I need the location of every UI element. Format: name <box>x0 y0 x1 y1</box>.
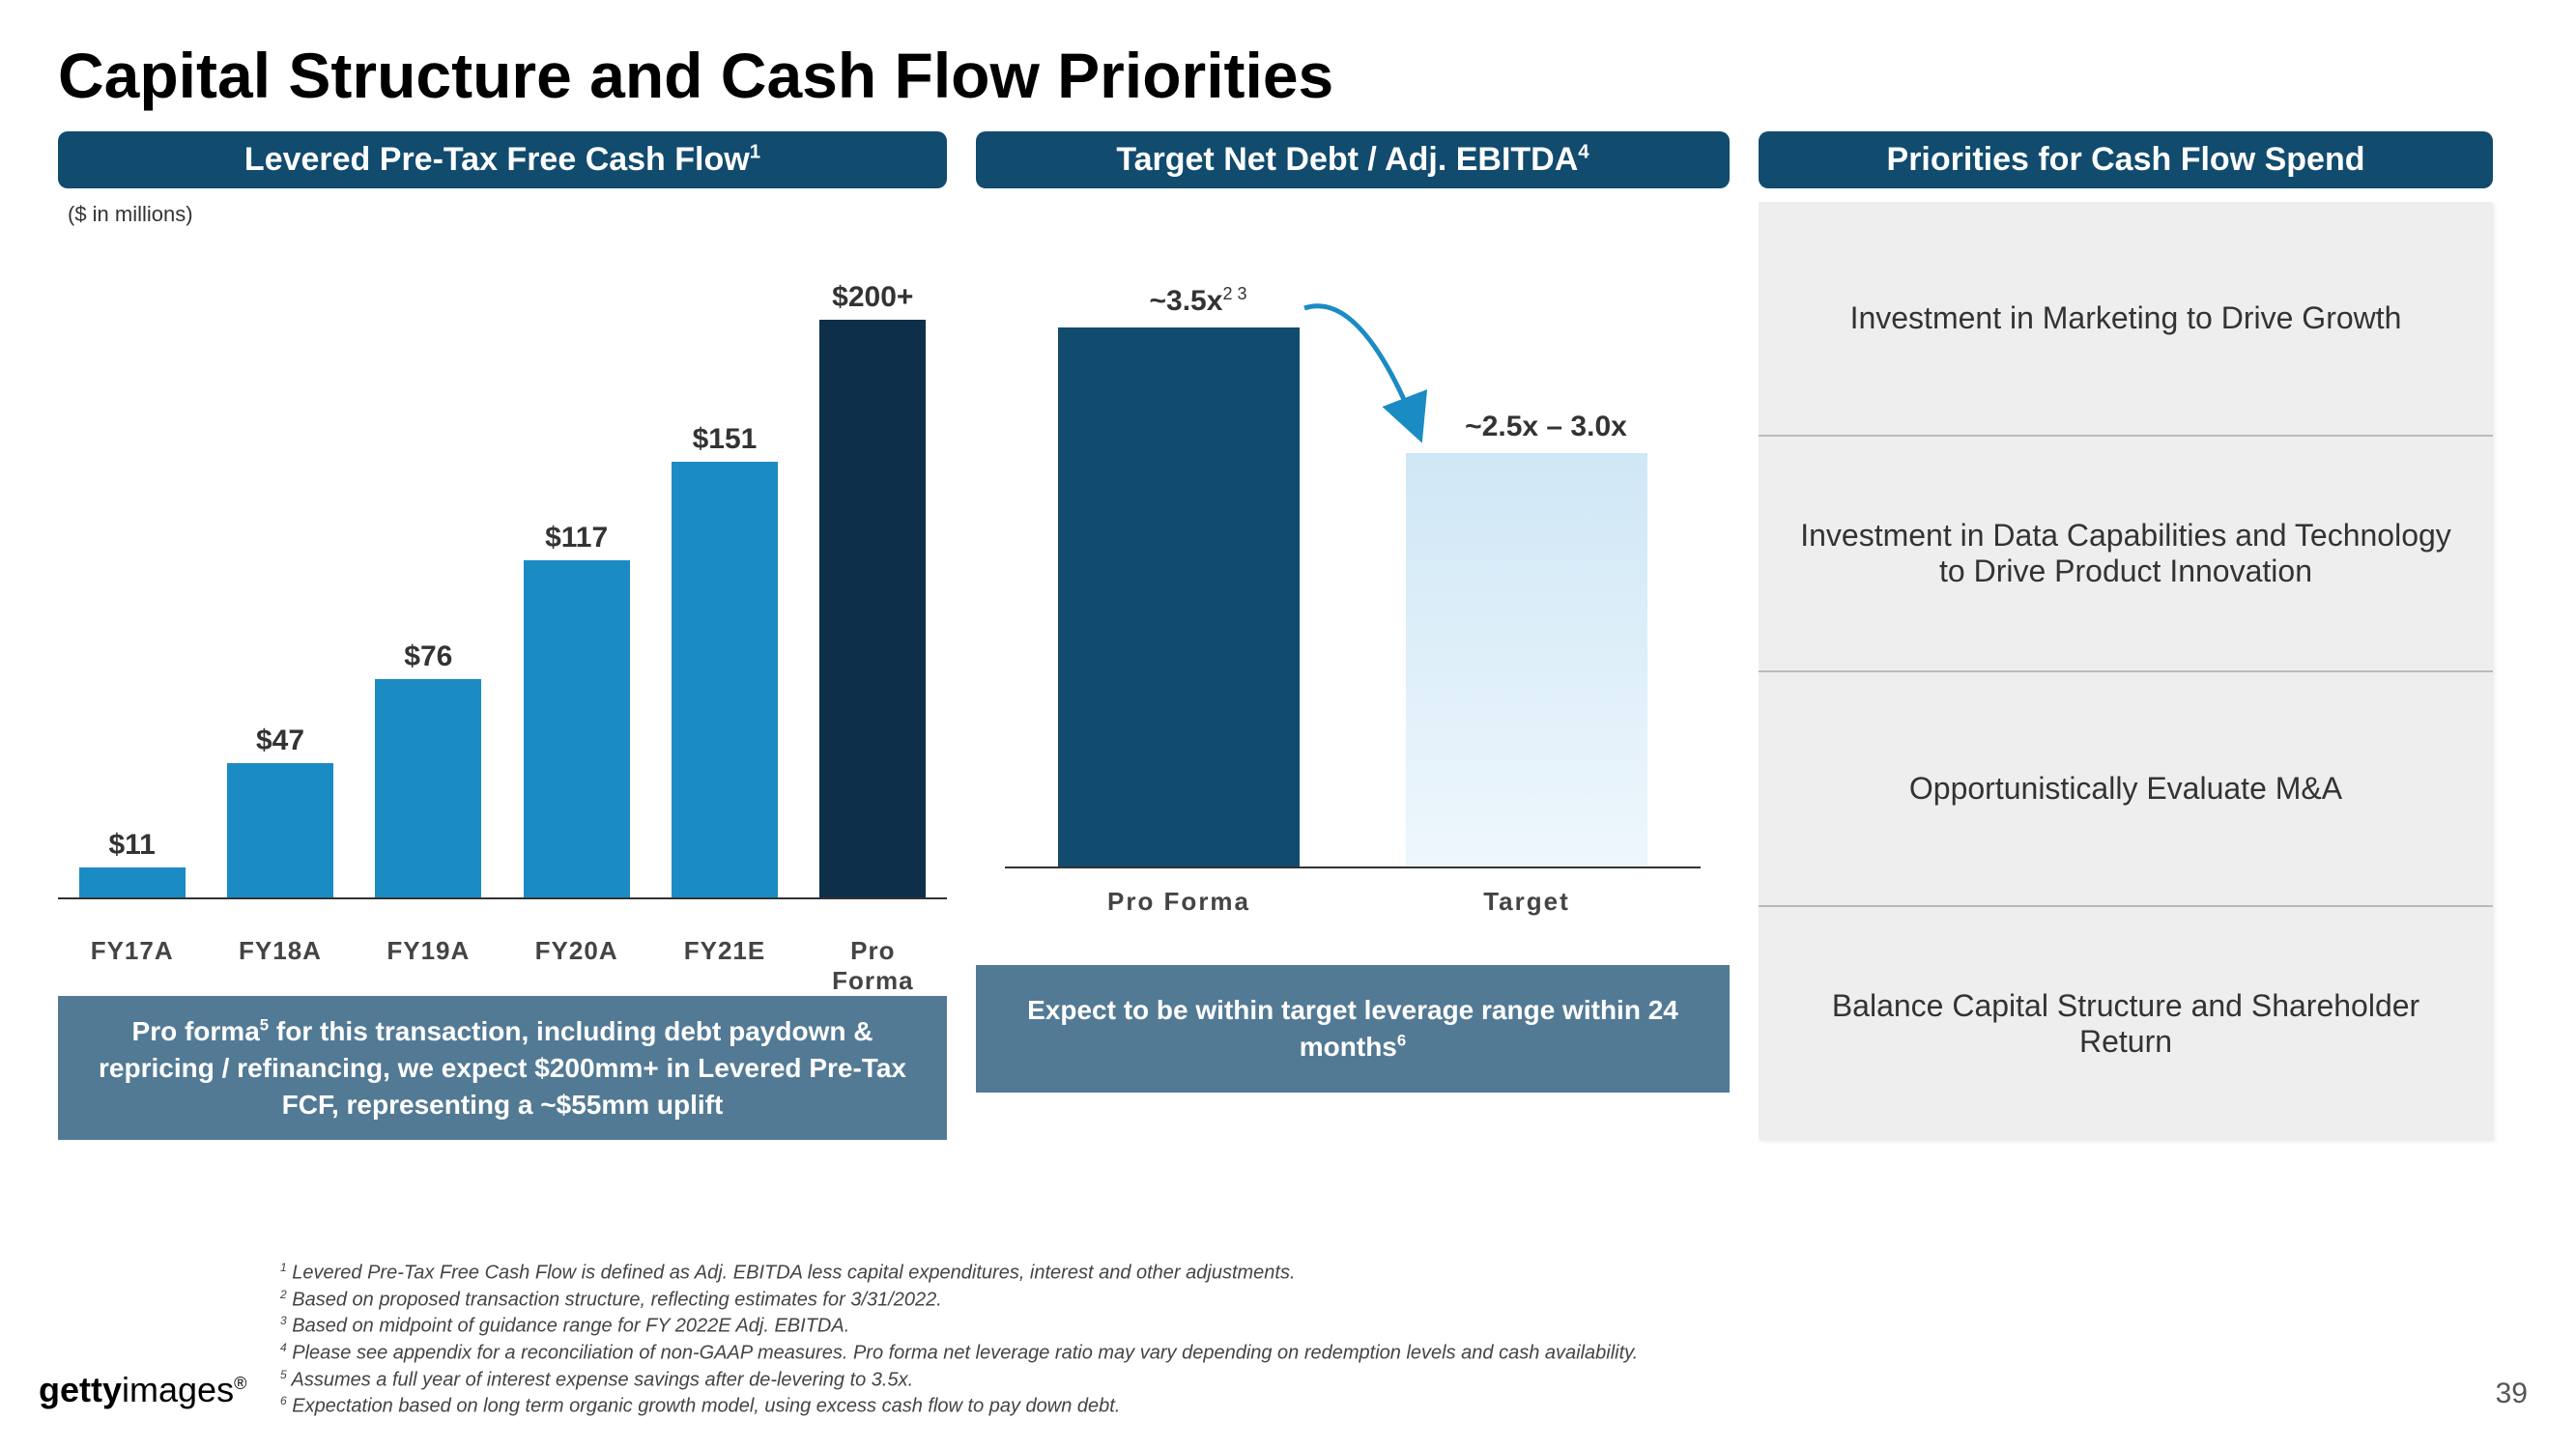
bar-wrap: $151 <box>662 423 787 899</box>
bar-xlabel: FY20A <box>514 936 640 996</box>
bar-wrap: $11 <box>70 829 195 899</box>
bar-rect <box>524 560 630 899</box>
logo-light: images <box>122 1370 234 1409</box>
footnotes: 1 Levered Pre-Tax Free Cash Flow is defi… <box>280 1260 2116 1420</box>
left-baseline <box>58 897 947 899</box>
mid-bar-value-label: ~3.5x2 3 <box>1092 284 1304 318</box>
mid-header-text: Target Net Debt / Adj. EBITDA <box>1116 141 1578 178</box>
col-mid: Target Net Debt / Adj. EBITDA4 Pro Forma… <box>976 131 1730 1140</box>
left-header-sup: 1 <box>750 142 760 163</box>
logo-bold: getty <box>39 1370 122 1409</box>
priorities-list: Investment in Marketing to Drive GrowthI… <box>1759 202 2493 1140</box>
left-header-text: Levered Pre-Tax Free Cash Flow <box>244 141 750 178</box>
mid-xlabels: Pro Forma Target <box>1005 887 1701 917</box>
left-callout: Pro forma5 for this transaction, includi… <box>58 996 947 1140</box>
left-bars: $11 $47 $76 $117 $151 $200+ <box>58 271 947 899</box>
bar-wrap: $117 <box>514 522 640 899</box>
bar-xlabel: FY19A <box>365 936 491 996</box>
priority-item: Investment in Data Capabilities and Tech… <box>1759 437 2493 671</box>
bar-xlabel: FY18A <box>217 936 343 996</box>
bar-rect <box>227 763 333 899</box>
bar-value-label: $117 <box>545 522 608 554</box>
mid-bar-value-label: ~2.5x – 3.0x <box>1440 411 1652 443</box>
bar-xlabel: FY17A <box>70 936 195 996</box>
mid-bar-xlabel: Target <box>1406 887 1647 917</box>
priority-item: Balance Capital Structure and Shareholde… <box>1759 907 2493 1140</box>
footnote-line: 3 Based on midpoint of guidance range fo… <box>280 1313 2116 1340</box>
trend-arrow-icon <box>976 202 1730 965</box>
col-left: Levered Pre-Tax Free Cash Flow1 ($ in mi… <box>58 131 947 1140</box>
mid-bar-chart: Pro Forma Target ~3.5x2 3 ~2.5x – 3.0x <box>976 202 1730 965</box>
footnote-line: 1 Levered Pre-Tax Free Cash Flow is defi… <box>280 1260 2116 1287</box>
bar-rect <box>819 320 926 899</box>
left-unit-note: ($ in millions) <box>68 202 947 227</box>
slide: Capital Structure and Cash Flow Prioriti… <box>0 0 2576 1449</box>
bar-wrap: $47 <box>217 724 343 899</box>
bar-value-label: $76 <box>404 640 452 673</box>
priority-item: Opportunistically Evaluate M&A <box>1759 672 2493 907</box>
bar-rect <box>79 867 186 899</box>
left-xlabels: FY17A FY18A FY19A FY20A FY21E ProForma <box>58 936 947 996</box>
left-header-pill: Levered Pre-Tax Free Cash Flow1 <box>58 131 947 188</box>
mid-header-sup: 4 <box>1578 142 1589 163</box>
logo-reg: ® <box>234 1374 246 1393</box>
footnote-line: 4 Please see appendix for a reconciliati… <box>280 1340 2116 1367</box>
right-header-pill: Priorities for Cash Flow Spend <box>1759 131 2493 188</box>
columns: Levered Pre-Tax Free Cash Flow1 ($ in mi… <box>58 131 2518 1140</box>
slide-title: Capital Structure and Cash Flow Prioriti… <box>58 39 2518 112</box>
mid-callout: Expect to be within target leverage rang… <box>976 965 1730 1093</box>
bar-xlabel: ProForma <box>810 936 935 996</box>
footnote-line: 2 Based on proposed transaction structur… <box>280 1287 2116 1314</box>
bar-value-label: $151 <box>693 423 758 456</box>
bar-value-label: $11 <box>108 829 155 862</box>
bar-value-label: $47 <box>256 724 304 757</box>
bar-value-label: $200+ <box>832 281 913 314</box>
col-right: Priorities for Cash Flow Spend Investmen… <box>1759 131 2493 1140</box>
priority-item: Investment in Marketing to Drive Growth <box>1759 202 2493 437</box>
bar-wrap: $76 <box>365 640 491 899</box>
page-number: 39 <box>2496 1378 2528 1410</box>
bar-wrap: $200+ <box>810 281 935 899</box>
logo: gettyimages® <box>39 1370 246 1410</box>
footnote-line: 5 Assumes a full year of interest expens… <box>280 1367 2116 1394</box>
bar-rect <box>375 679 481 899</box>
mid-bar-xlabel: Pro Forma <box>1058 887 1300 917</box>
bar-xlabel: FY21E <box>662 936 787 996</box>
mid-header-pill: Target Net Debt / Adj. EBITDA4 <box>976 131 1730 188</box>
footnote-line: 6 Expectation based on long term organic… <box>280 1393 2116 1420</box>
bar-rect <box>672 462 778 899</box>
left-bar-chart: $11$47$76$117$151$200+ FY17AFY18AFY19AFY… <box>58 233 947 996</box>
